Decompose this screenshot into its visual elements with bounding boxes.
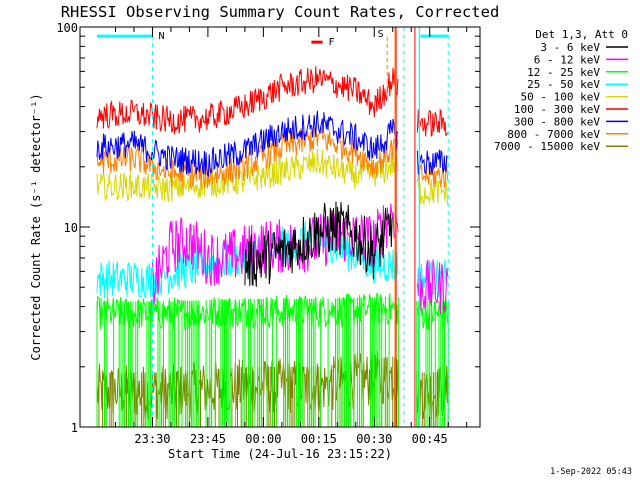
legend-entry-label: 50 - 100 keV bbox=[521, 91, 601, 104]
legend-entry-label: 25 - 50 keV bbox=[527, 78, 600, 91]
y-tick-label: 1 bbox=[71, 421, 78, 435]
legend-entry-label: 6 - 12 keV bbox=[534, 53, 601, 66]
footer-timestamp: 1-Sep-2022 05:43 bbox=[550, 467, 632, 477]
x-tick-label: 00:15 bbox=[301, 432, 337, 446]
axes-layer: 1 10 100 23:30 23:45 00:00 00:15 00:30 00:45 Star… bbox=[29, 21, 481, 461]
series-300-800-kev bbox=[96, 110, 448, 178]
y-axis-label: Corrected Count Rate (s⁻¹ detector⁻¹) bbox=[29, 93, 43, 360]
legend-entry-label: 800 - 7000 keV bbox=[507, 128, 600, 141]
x-tick-label: 23:45 bbox=[190, 432, 226, 446]
annotation-label: S bbox=[378, 29, 384, 40]
x-tick-label: 00:30 bbox=[356, 432, 392, 446]
chart-title: RHESSI Observing Summary Count Rates, Co… bbox=[61, 3, 500, 21]
x-tick-label: 00:45 bbox=[412, 432, 448, 446]
x-axis-label: Start Time (24-Jul-16 23:15:22) bbox=[168, 447, 392, 461]
legend-header: Det 1,3, Att 0 bbox=[535, 28, 628, 41]
legend-entry-label: 300 - 800 keV bbox=[514, 115, 600, 128]
y-tick-label: 100 bbox=[56, 21, 78, 35]
series-100-300-kev bbox=[96, 66, 448, 138]
y-tick-label: 10 bbox=[64, 221, 78, 235]
legend-entry-label: 3 - 6 keV bbox=[540, 41, 600, 54]
series-3-6-kev bbox=[244, 201, 393, 287]
legend-entry-label: 12 - 25 keV bbox=[527, 66, 600, 79]
annotation-label: F bbox=[329, 37, 335, 48]
x-tick-label: 00:00 bbox=[245, 432, 281, 446]
annotation-label: N bbox=[158, 31, 164, 42]
series-spikes-12-25-kev bbox=[96, 296, 449, 427]
legend-entry-label: 100 - 300 keV bbox=[514, 103, 600, 116]
legend-entry-label: 7000 - 15000 keV bbox=[494, 140, 600, 153]
data-layer: NFS bbox=[96, 27, 449, 427]
x-tick-label: 23:30 bbox=[134, 432, 170, 446]
